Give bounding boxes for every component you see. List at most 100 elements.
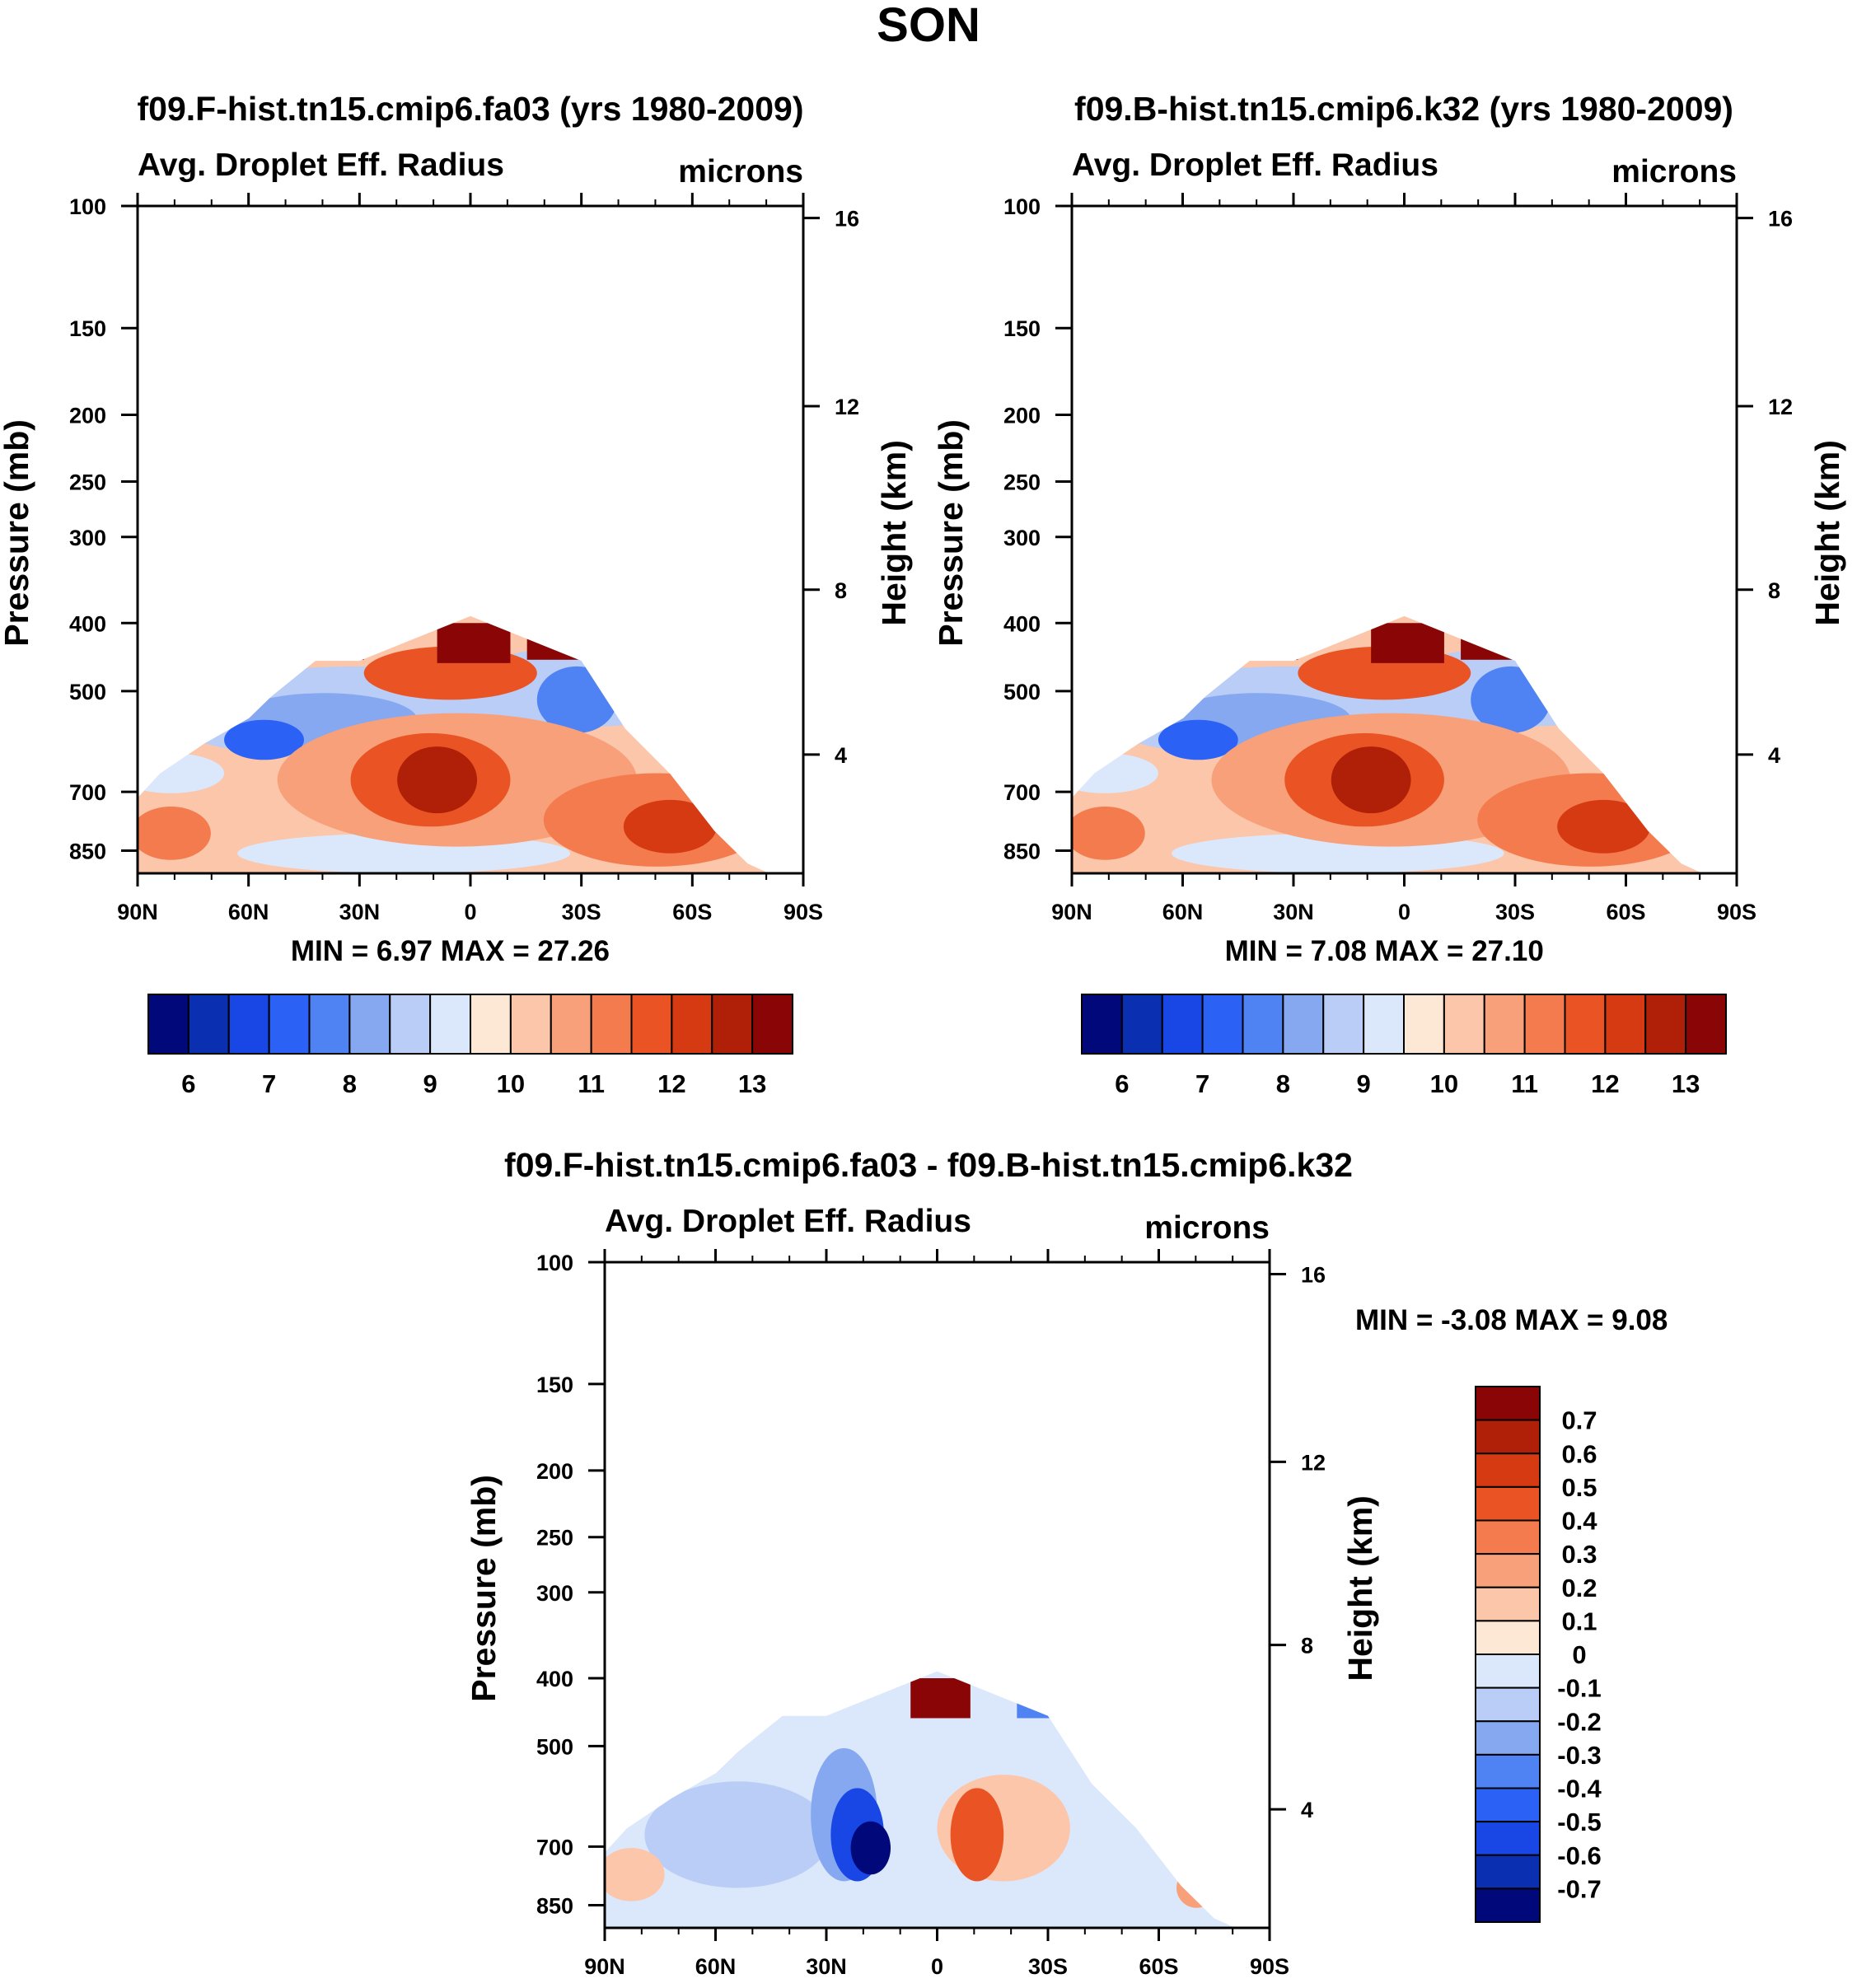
blue-dark-core: [850, 1821, 891, 1875]
min-max-readout: MIN = 6.97 MAX = 27.26: [291, 935, 610, 967]
max-label: MAX =: [1507, 1304, 1604, 1336]
blue-spot: [1158, 719, 1238, 760]
colorbar-swatch: [1604, 994, 1647, 1055]
colorbar-label: -0.3: [1557, 1741, 1601, 1770]
colorbar-label: 12: [1591, 1069, 1619, 1098]
colorbar-swatch: [1475, 1620, 1541, 1655]
x-tick-label: 0: [931, 1954, 943, 1979]
colorbar-swatch: [711, 994, 754, 1055]
colorbar-swatch: [268, 994, 311, 1055]
subtitle-right: microns: [1144, 1210, 1270, 1246]
y-tick-label: 250: [1003, 470, 1041, 495]
colorbar-label: 0.7: [1561, 1406, 1597, 1435]
topography-edge: [137, 615, 770, 874]
colorbar-swatch: [308, 994, 351, 1055]
topography-edge: [604, 1670, 1237, 1929]
colorbar-swatch: [1475, 1386, 1541, 1421]
y-tick-label: 500: [1003, 680, 1041, 704]
x-tick-label: 60S: [1139, 1954, 1178, 1979]
colorbar-swatch: [751, 994, 793, 1055]
colorbar-2: 6 7 8 9 10 11 12 13: [1081, 994, 1727, 1098]
panel-title: f09.F-hist.tn15.cmip6.fa03 (yrs 1980-200…: [138, 90, 804, 128]
colorbar-swatch: [1201, 994, 1244, 1055]
colorbar-label: 7: [262, 1069, 276, 1098]
max-label: MAX =: [1367, 935, 1464, 967]
y-tick-label: 250: [536, 1526, 573, 1551]
y-tick-label: 300: [69, 526, 106, 550]
colorbar-swatch: [1081, 994, 1123, 1055]
colorbar-label: -0.4: [1557, 1775, 1602, 1803]
y-tick-label: 500: [536, 1734, 573, 1759]
subtitle-left: Avg. Droplet Eff. Radius: [138, 147, 504, 183]
subtitle-right: microns: [678, 154, 803, 189]
colorbar-swatch: [590, 994, 633, 1055]
y-tick-label: 150: [69, 316, 106, 341]
y-tick-label: 300: [1003, 526, 1041, 550]
colorbar-label: 11: [578, 1069, 605, 1098]
colorbar-swatch: [1363, 994, 1405, 1055]
red-north-spot: [138, 807, 211, 860]
x-tick-label: 60N: [695, 1954, 737, 1979]
axes-2: 100 150 200 250 300 400 500 700 850 16 12 8 4 90N 60N 3…: [932, 90, 1846, 967]
colorbar-swatch: [1475, 1519, 1541, 1555]
colorbar-swatch: [187, 994, 230, 1055]
upper-block-left: [344, 615, 364, 660]
min-max-readout: MIN = -3.08 MAX = 9.08: [1355, 1304, 1668, 1336]
x-tick-label: 30N: [1273, 900, 1314, 924]
y-tick-label: 200: [1003, 404, 1041, 428]
colorbar-swatch: [509, 994, 552, 1055]
upper-block-center: [1371, 623, 1444, 663]
subtitle-right: microns: [1611, 154, 1737, 189]
colorbar-swatch: [1475, 1887, 1541, 1923]
x-tick-label: 90N: [1051, 900, 1092, 924]
blue-spot: [224, 719, 304, 760]
red-spot-south: [1176, 1868, 1217, 1908]
y-right-tick-label: 8: [1301, 1634, 1313, 1658]
colorbar-swatch: [1322, 994, 1365, 1055]
colorbar-label: 0.2: [1561, 1574, 1597, 1602]
min-value: 6.97: [368, 935, 433, 967]
colorbar-swatch: [1161, 994, 1204, 1055]
y-tick-label: 700: [1003, 780, 1041, 805]
pale-band: [138, 753, 225, 793]
colorbar-swatch: [1403, 994, 1445, 1055]
y-tick-label: 100: [1003, 194, 1041, 219]
red-core-dark: [397, 746, 478, 814]
colorbar-label: 10: [497, 1069, 525, 1098]
panel-title: f09.B-hist.tn15.cmip6.k32 (yrs 1980-2009…: [1074, 90, 1733, 128]
colorbar-swatch: [1120, 994, 1163, 1055]
colorbar-label: 7: [1195, 1069, 1209, 1098]
y-tick-label: 400: [1003, 611, 1041, 636]
colorbar-swatch: [1475, 1720, 1541, 1756]
max-label: MAX =: [433, 935, 530, 967]
colorbar-swatch: [470, 994, 512, 1055]
upper-block-right: [1461, 615, 1514, 660]
colorbar-label: 10: [1430, 1069, 1458, 1098]
y-right-tick-label: 4: [1301, 1798, 1313, 1822]
colorbar-swatch: [671, 994, 713, 1055]
red-south-core: [623, 799, 717, 854]
colorbar-swatch: [1475, 1452, 1541, 1488]
y-right-axis-label: Height (km): [1808, 440, 1846, 626]
colorbar-label: 6: [181, 1069, 195, 1098]
colorbar-3: 0.7 0.6 0.5 0.4 0.3 0.2 0.1 0 -0.1 -0.2 -0.3 -0.4 -0…: [1475, 1386, 1602, 1923]
colorbar-swatch: [147, 994, 189, 1055]
y-tick-label: 300: [536, 1581, 573, 1606]
blue-patch-west: [644, 1781, 831, 1888]
x-tick-label: 30N: [339, 900, 381, 924]
colorbar-swatch: [1644, 994, 1687, 1055]
y-right-tick-label: 12: [1768, 395, 1793, 419]
colorbar-swatch: [429, 994, 471, 1055]
colorbar-swatch: [550, 994, 592, 1055]
colorbar-label: 13: [1672, 1069, 1700, 1098]
y-tick-label: 150: [536, 1373, 573, 1397]
colorbar-label: 0.3: [1561, 1540, 1597, 1569]
upper-block-left: [804, 1671, 828, 1712]
colorbar-label: 11: [1511, 1069, 1538, 1098]
colorbar-swatch: [1475, 1787, 1541, 1823]
y-tick-label: 700: [69, 780, 106, 805]
x-tick-label: 0: [1398, 900, 1410, 924]
x-tick-label: 30S: [1028, 1954, 1068, 1979]
colorbar-swatch: [348, 994, 391, 1055]
subtitle-left: Avg. Droplet Eff. Radius: [1072, 147, 1438, 183]
